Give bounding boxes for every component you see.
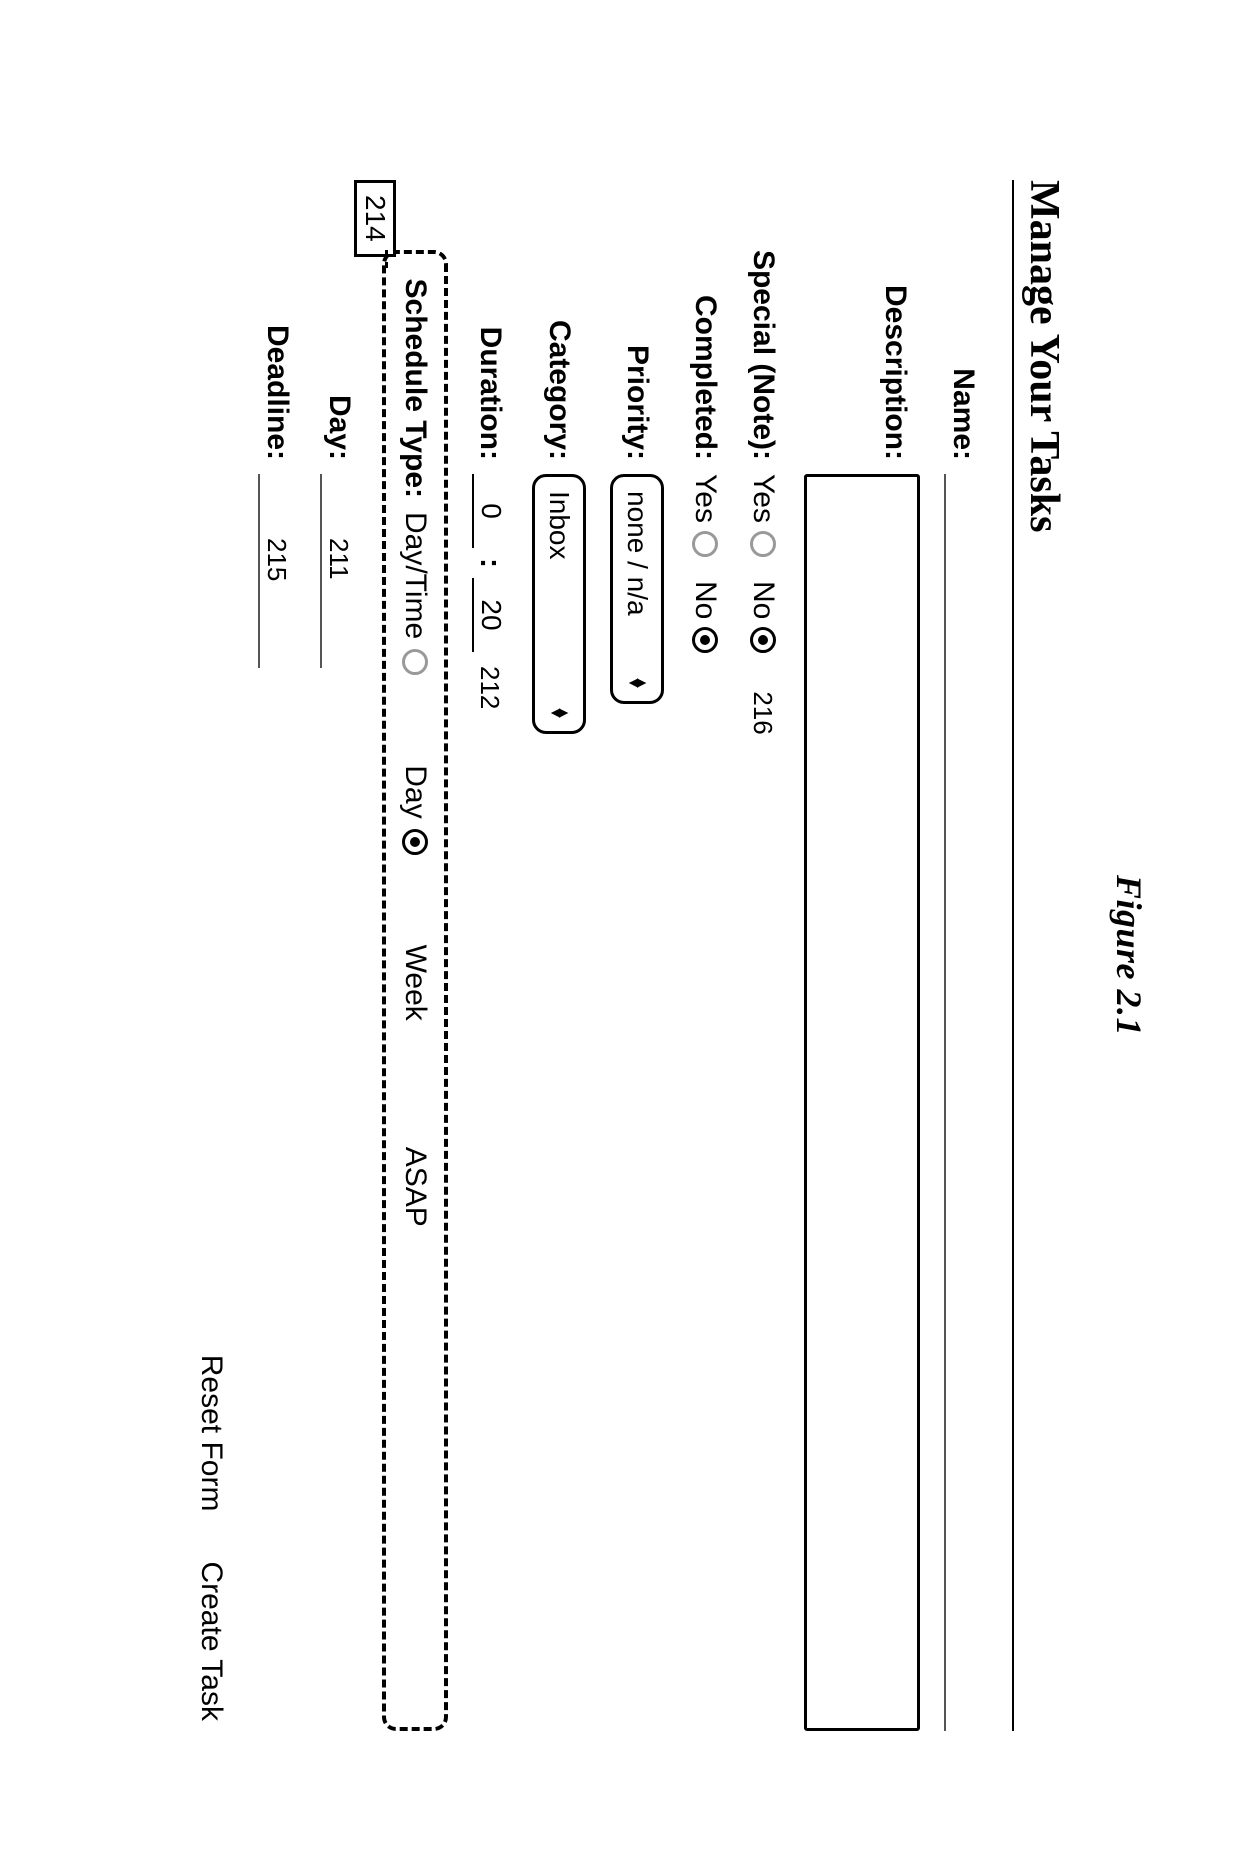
label-name: Name: — [946, 180, 980, 474]
callout-connector — [385, 250, 388, 268]
special-yes-option[interactable]: Yes — [746, 474, 780, 557]
callout-214: 214 — [354, 180, 396, 257]
row-category: Category: Inbox ▲▼ — [532, 180, 586, 1731]
schedule-day-option[interactable]: Day — [398, 765, 432, 854]
radio-icon — [402, 829, 428, 855]
schedule-daytime-label: Day/Time — [398, 512, 432, 639]
label-special: Special (Note): — [746, 180, 780, 474]
completed-no-label: No — [688, 581, 722, 619]
category-selected-value: Inbox — [543, 491, 575, 560]
duration-minutes-input[interactable] — [472, 578, 508, 652]
completed-no-option[interactable]: No — [688, 581, 722, 653]
row-completed: Completed: Yes No — [688, 180, 722, 1731]
name-input[interactable] — [944, 474, 982, 1731]
description-input[interactable] — [804, 474, 920, 1731]
schedule-week-option[interactable]: Week — [398, 945, 432, 1057]
row-name: Name: — [944, 180, 982, 1731]
category-select[interactable]: Inbox ▲▼ — [532, 474, 586, 734]
create-task-button[interactable]: Create Task — [194, 1561, 228, 1721]
duration-hours-input[interactable] — [472, 474, 508, 548]
figure-caption: Figure 2.1 — [1108, 180, 1150, 1731]
label-schedule-type: Schedule Type: — [398, 274, 432, 512]
priority-select[interactable]: none / n/a ▲▼ — [610, 474, 664, 704]
row-day: Day: 211 — [320, 180, 358, 1731]
row-duration: Duration: : 212 — [472, 180, 508, 1731]
row-special: Special (Note): Yes No 216 — [746, 180, 780, 1731]
schedule-week-label: Week — [398, 945, 432, 1021]
label-completed: Completed: — [688, 180, 722, 474]
radio-icon — [692, 627, 718, 653]
row-priority: Priority: none / n/a ▲▼ — [610, 180, 664, 1731]
priority-selected-value: none / n/a — [621, 491, 653, 616]
schedule-type-group: Schedule Type: Day/Time Day Week — [382, 250, 448, 1731]
completed-yes-label: Yes — [688, 474, 722, 523]
ref-216: 216 — [748, 691, 779, 734]
label-deadline: Deadline: — [260, 180, 294, 474]
updown-icon: ▲▼ — [551, 705, 567, 721]
updown-icon: ▲▼ — [629, 675, 645, 691]
ref-212: 212 — [475, 666, 506, 709]
radio-icon — [750, 627, 776, 653]
schedule-daytime-option[interactable]: Day/Time — [398, 512, 432, 675]
label-category: Category: — [542, 180, 576, 474]
schedule-day-label: Day — [398, 765, 432, 818]
label-priority: Priority: — [620, 180, 654, 474]
radio-icon — [402, 649, 428, 675]
completed-yes-option[interactable]: Yes — [688, 474, 722, 557]
reset-form-button[interactable]: Reset Form — [194, 1355, 228, 1512]
duration-separator: : — [473, 558, 507, 568]
row-deadline: Deadline: 215 — [258, 180, 296, 1731]
form-buttons: Reset Form Create Task — [194, 180, 228, 1731]
page-title: Manage Your Tasks — [1020, 180, 1068, 1731]
special-yes-label: Yes — [746, 474, 780, 523]
radio-icon — [750, 531, 776, 557]
special-no-option[interactable]: No — [746, 581, 780, 653]
label-day: Day: — [322, 180, 356, 474]
label-duration: Duration: — [473, 180, 507, 474]
row-description: Description: — [804, 180, 920, 1731]
schedule-asap-option[interactable]: ASAP — [398, 1147, 432, 1263]
radio-icon — [692, 531, 718, 557]
special-no-label: No — [746, 581, 780, 619]
ref-211: 211 — [324, 538, 355, 579]
label-description: Description: — [878, 180, 920, 474]
ref-215: 215 — [262, 538, 293, 581]
title-rule — [1012, 180, 1014, 1731]
schedule-asap-label: ASAP — [398, 1147, 432, 1227]
